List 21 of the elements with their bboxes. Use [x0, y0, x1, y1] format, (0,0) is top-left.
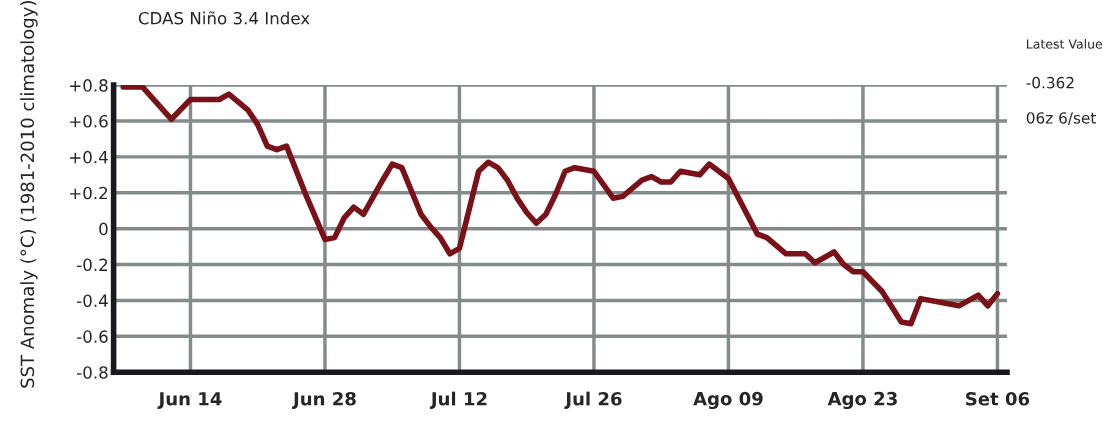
text: -0.362 [1026, 76, 1074, 89]
x-tick-label: Ago 09 [693, 391, 763, 410]
y-tick-label: +0.6 [70, 114, 108, 128]
y-axis-title: SST Anomaly (°C) (1981-2010 climatology) [20, 1, 38, 388]
x-tick-label: Jun 28 [292, 391, 356, 409]
y-tick-label: -0.8 [77, 366, 108, 379]
text: 06z 6/set [1026, 112, 1096, 125]
y-tick-label: -0.4 [77, 294, 108, 307]
x-tick-label: Jul 12 [429, 391, 487, 409]
y-tick-label: 0 [99, 222, 108, 236]
y-tick-label: +0.4 [70, 150, 108, 164]
y-tick-label: -0.2 [77, 258, 108, 272]
y-tick-label: +0.8 [70, 79, 108, 92]
x-tick-label: Set 06 [966, 391, 1030, 406]
x-tick-label: Ago 23 [827, 391, 897, 410]
y-tick-label: -0.6 [77, 330, 108, 343]
x-tick-label: Jul 26 [564, 391, 622, 409]
chart-title: CDAS Niño 3.4 Index [138, 11, 310, 25]
x-tick-label: Jun 14 [157, 392, 222, 409]
y-tick-label: +0.2 [70, 186, 108, 200]
text: Latest Value [1027, 39, 1103, 49]
